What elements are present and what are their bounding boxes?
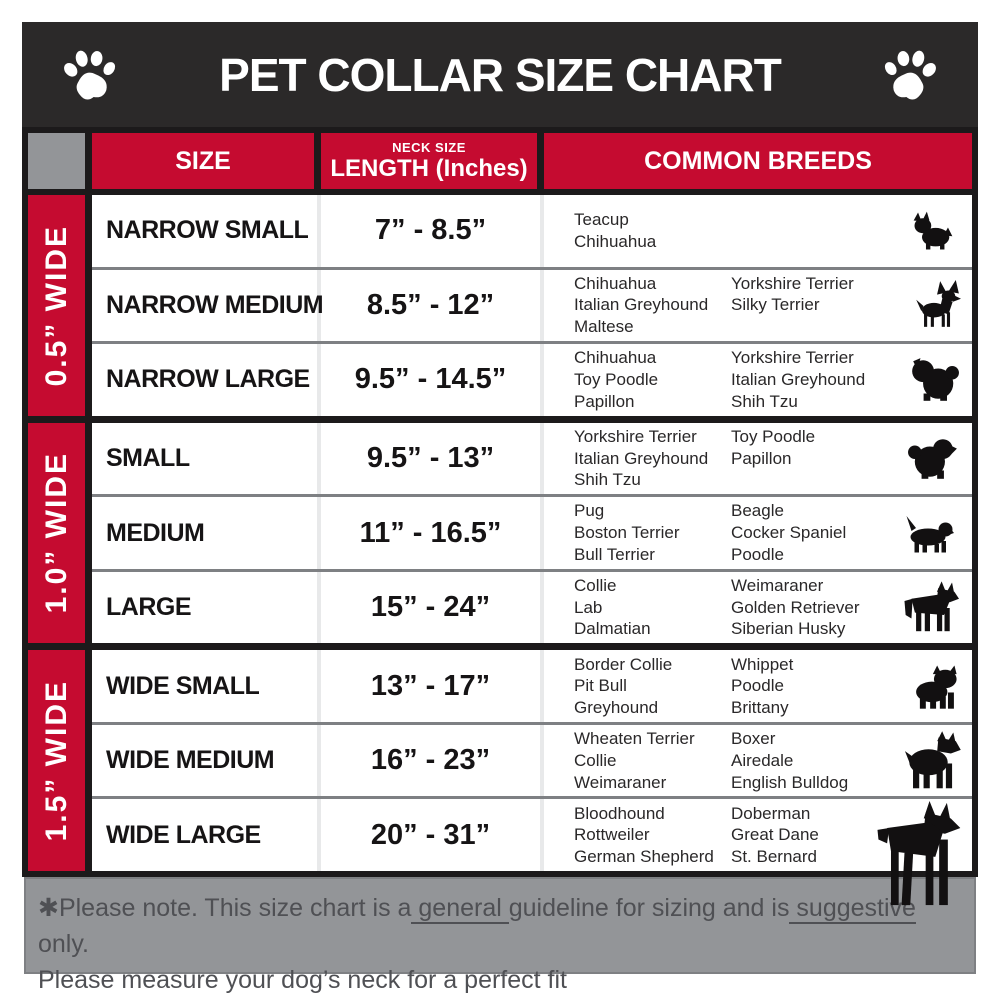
breeds-cell: Collie Lab Dalmatian Weimaraner Golden R… — [544, 572, 972, 644]
table-row: LARGE 15” - 24” Collie Lab Dalmatian Wei… — [92, 568, 972, 644]
size-cell: NARROW LARGE — [92, 344, 321, 416]
breed-list-primary: Collie Lab Dalmatian — [574, 575, 651, 639]
breed-list-primary: Chihuahua Italian Greyhound Maltese — [574, 273, 709, 337]
size-cell: WIDE SMALL — [92, 650, 321, 722]
table-row: NARROW LARGE 9.5” - 14.5” Chihuahua Toy … — [92, 341, 972, 416]
breeds-cell: Bloodhound Rottweiler German Shepherd Do… — [544, 799, 972, 871]
footnote-text: guideline for sizing and is — [508, 894, 790, 922]
chart-title-bar: PET COLLAR SIZE CHART — [22, 22, 978, 127]
breed-list-primary: Pug Boston Terrier Bull Terrier — [574, 501, 680, 564]
neck-size-cell: 8.5” - 12” — [321, 269, 544, 342]
width-group-label-bar: 0.5” WIDE — [28, 195, 92, 416]
paw-print-icon — [876, 41, 946, 111]
width-group-label: 0.5” WIDE — [39, 224, 73, 387]
table-row: WIDE SMALL 13” - 17” Border Collie Pit B… — [92, 650, 972, 722]
breeds-cell: Pug Boston Terrier Bull Terrier Beagle C… — [544, 497, 972, 569]
breed-list-primary: Teacup Chihuahua — [574, 210, 657, 251]
size-cell: NARROW MEDIUM — [92, 269, 324, 342]
size-cell: LARGE — [92, 571, 321, 644]
breed-list-secondary: Yorkshire Terrier Italian Greyhound Shih… — [731, 348, 866, 411]
size-cell: NARROW SMALL — [92, 195, 321, 267]
page-title: PET COLLAR SIZE CHART — [219, 48, 782, 101]
breeds-cell: Border Collie Pit Bull Greyhound Whippet… — [544, 650, 972, 722]
footnote-text-line2: Please measure your dog’s neck for a per… — [38, 966, 567, 994]
breeds-cell: Teacup Chihuahua — [544, 195, 972, 267]
table-row: WIDE MEDIUM 16” - 23” Wheaten Terrier Co… — [92, 721, 972, 797]
size-cell: WIDE MEDIUM — [92, 724, 321, 797]
neck-size-cell: 20” - 31” — [321, 799, 544, 872]
bulldog-icon — [908, 658, 962, 714]
breeds-cell: Wheaten Terrier Collie Weimaraner Boxer … — [544, 725, 972, 797]
column-header-neck-size: NECK SIZE LENGTH (Inches) — [321, 133, 544, 189]
breed-list-primary: Yorkshire Terrier Italian Greyhound Shih… — [574, 426, 709, 490]
neck-size-cell: 13” - 17” — [321, 650, 544, 722]
breed-list-primary: Bloodhound Rottweiler German Shepherd — [574, 803, 714, 867]
breeds-cell: Yorkshire Terrier Italian Greyhound Shih… — [544, 423, 972, 495]
corner-cell — [28, 133, 92, 189]
size-cell: SMALL — [92, 422, 321, 495]
table-body: 0.5” WIDE NARROW SMALL 7” - 8.5” Teacup … — [28, 195, 972, 871]
size-chart-table: SIZE NECK SIZE LENGTH (Inches) COMMON BR… — [22, 127, 978, 877]
column-header-common-breeds: COMMON BREEDS — [544, 133, 972, 189]
size-cell: MEDIUM — [92, 497, 321, 569]
column-header-neck-size-top: NECK SIZE — [392, 140, 466, 155]
footnote-underlined-word: general — [411, 894, 509, 924]
column-header-size: SIZE — [92, 133, 321, 189]
chihuahua-icon — [910, 279, 962, 331]
size-cell: WIDE LARGE — [92, 799, 321, 872]
table-row: SMALL 9.5” - 13” Yorkshire Terrier Itali… — [92, 422, 972, 495]
paw-print-icon — [54, 41, 124, 111]
column-header-neck-size-main: LENGTH (Inches) — [330, 155, 528, 182]
beagle-icon — [896, 508, 962, 558]
yorkshire-terrier-icon — [908, 209, 958, 253]
table-row: NARROW MEDIUM 8.5” - 12” Chihuahua Itali… — [92, 266, 972, 342]
table-row: WIDE LARGE 20” - 31” Bloodhound Rottweil… — [92, 796, 972, 871]
neck-size-cell: 15” - 24” — [321, 571, 544, 644]
width-group-1-0: 1.0” WIDE SMALL 9.5” - 13” Yorkshire Ter… — [28, 415, 972, 644]
breeds-cell: Chihuahua Toy Poodle Papillon Yorkshire … — [544, 344, 972, 416]
neck-size-cell: 7” - 8.5” — [321, 195, 544, 267]
breed-list-secondary: Doberman Great Dane St. Bernard — [731, 803, 819, 867]
breeds-cell: Chihuahua Italian Greyhound Maltese York… — [544, 270, 972, 342]
breed-list-secondary: Beagle Cocker Spaniel Poodle — [731, 501, 847, 564]
width-group-label: 1.0” WIDE — [39, 452, 73, 614]
neck-size-cell: 9.5” - 13” — [321, 422, 544, 495]
width-group-1-5: 1.5” WIDE WIDE SMALL 13” - 17” Border Co… — [28, 643, 972, 871]
table-header-row: SIZE NECK SIZE LENGTH (Inches) COMMON BR… — [28, 133, 972, 195]
neck-size-cell: 9.5” - 14.5” — [321, 344, 544, 416]
breed-list-secondary: Weimaraner Golden Retriever Siberian Hus… — [731, 575, 860, 639]
width-group-label-bar: 1.0” WIDE — [28, 422, 92, 644]
breed-list-secondary: Whippet Poodle Brittany — [731, 654, 794, 718]
footnote-text: only. — [38, 930, 89, 958]
footnote-bar: ✱Please note. This size chart is a gener… — [24, 877, 976, 994]
width-group-0-5: 0.5” WIDE NARROW SMALL 7” - 8.5” Teacup … — [28, 195, 972, 416]
neck-size-cell: 16” - 23” — [321, 724, 544, 797]
breed-list-secondary: Yorkshire Terrier Silky Terrier — [731, 273, 854, 315]
breed-list-secondary: Boxer Airedale English Bulldog — [731, 729, 849, 792]
neck-size-cell: 11” - 16.5” — [321, 497, 544, 569]
width-group-label: 1.5” WIDE — [39, 679, 73, 842]
breed-list-primary: Chihuahua Toy Poodle Papillon — [574, 348, 659, 411]
doberman-icon — [872, 801, 962, 907]
german-shepherd-icon — [898, 579, 962, 637]
breed-list-primary: Border Collie Pit Bull Greyhound — [574, 654, 673, 718]
footnote-text: ✱Please note. This size chart is a — [38, 894, 412, 922]
table-row: MEDIUM 11” - 16.5” Pug Boston Terrier Bu… — [92, 494, 972, 569]
pit-bull-icon — [900, 729, 962, 793]
pekingese-icon — [904, 432, 962, 484]
shih-tzu-icon — [906, 354, 962, 406]
breed-list-secondary: Toy Poodle Papillon — [731, 426, 816, 468]
width-group-label-bar: 1.5” WIDE — [28, 650, 92, 872]
table-row: NARROW SMALL 7” - 8.5” Teacup Chihuahua — [92, 195, 972, 267]
breed-list-primary: Wheaten Terrier Collie Weimaraner — [574, 729, 695, 792]
